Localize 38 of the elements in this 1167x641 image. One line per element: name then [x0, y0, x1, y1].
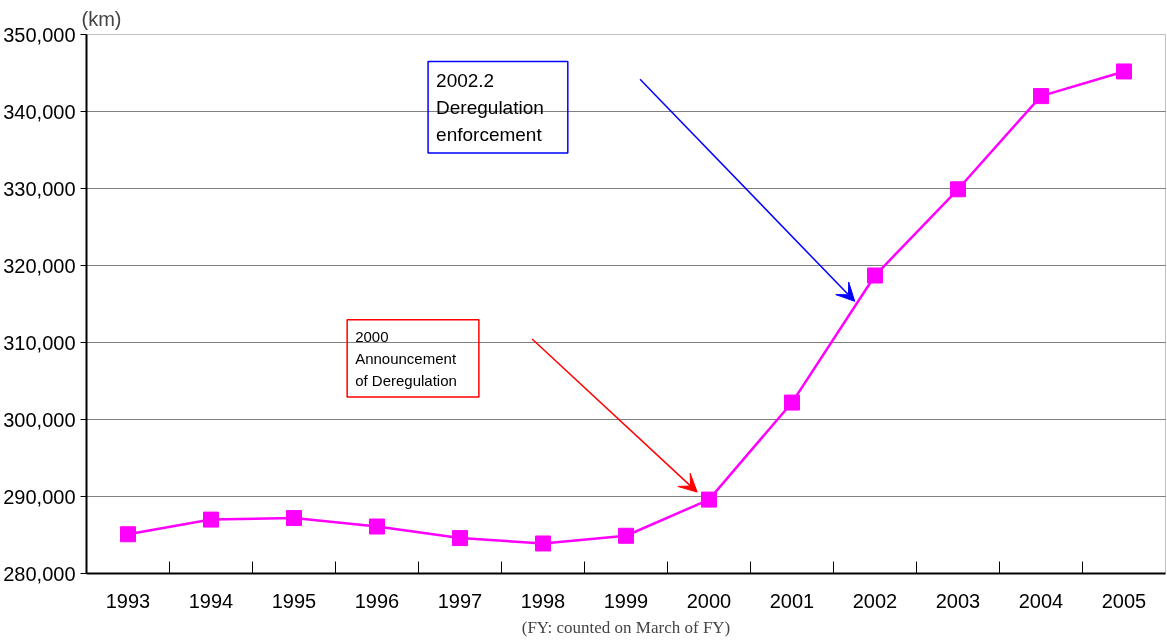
y-tick-label: 290,000 — [3, 485, 76, 508]
point — [120, 526, 136, 543]
x-tick-label: 1993 — [105, 589, 151, 612]
annotation: 2002.2 Deregulation enforcement — [436, 69, 544, 146]
point — [1116, 63, 1132, 80]
x-tick-label: 2004 — [1018, 589, 1064, 612]
x-tick-label: 2001 — [769, 589, 815, 612]
point — [1033, 88, 1049, 105]
x-tick-label: 1998 — [520, 589, 566, 612]
point — [203, 511, 219, 528]
x-tick-label: 2003 — [935, 589, 981, 612]
y-axis-title: (km) — [81, 7, 122, 30]
x-tick-label: 1995 — [271, 589, 317, 612]
point — [535, 535, 551, 552]
y-tick-label: 300,000 — [3, 408, 76, 431]
x-tick-label: 2002 — [852, 589, 898, 612]
y-tick-label: 320,000 — [3, 254, 76, 277]
point — [369, 518, 385, 535]
y-tick-label: 310,000 — [3, 331, 76, 354]
point — [867, 267, 883, 284]
point — [701, 491, 717, 508]
point — [950, 181, 966, 198]
y-tick-label: 330,000 — [3, 177, 76, 200]
x-tick-label: 1999 — [603, 589, 649, 612]
annotation: 2000 Announcement of Deregulation — [355, 327, 457, 389]
y-tick-label: 340,000 — [3, 100, 76, 123]
y-tick-label: 280,000 — [3, 562, 76, 585]
y-tick-label: 350,000 — [3, 23, 76, 46]
x-tick-label: 1996 — [354, 589, 400, 612]
x-tick-label: 2000 — [686, 589, 732, 612]
point — [452, 530, 468, 547]
point — [286, 510, 302, 527]
x-tick-label: 2005 — [1101, 589, 1147, 612]
x-tick-label: 1994 — [188, 589, 234, 612]
text: (FY: counted on March of FY) — [521, 617, 731, 637]
point — [784, 394, 800, 411]
x-tick-label: 1997 — [437, 589, 483, 612]
point — [618, 527, 634, 544]
